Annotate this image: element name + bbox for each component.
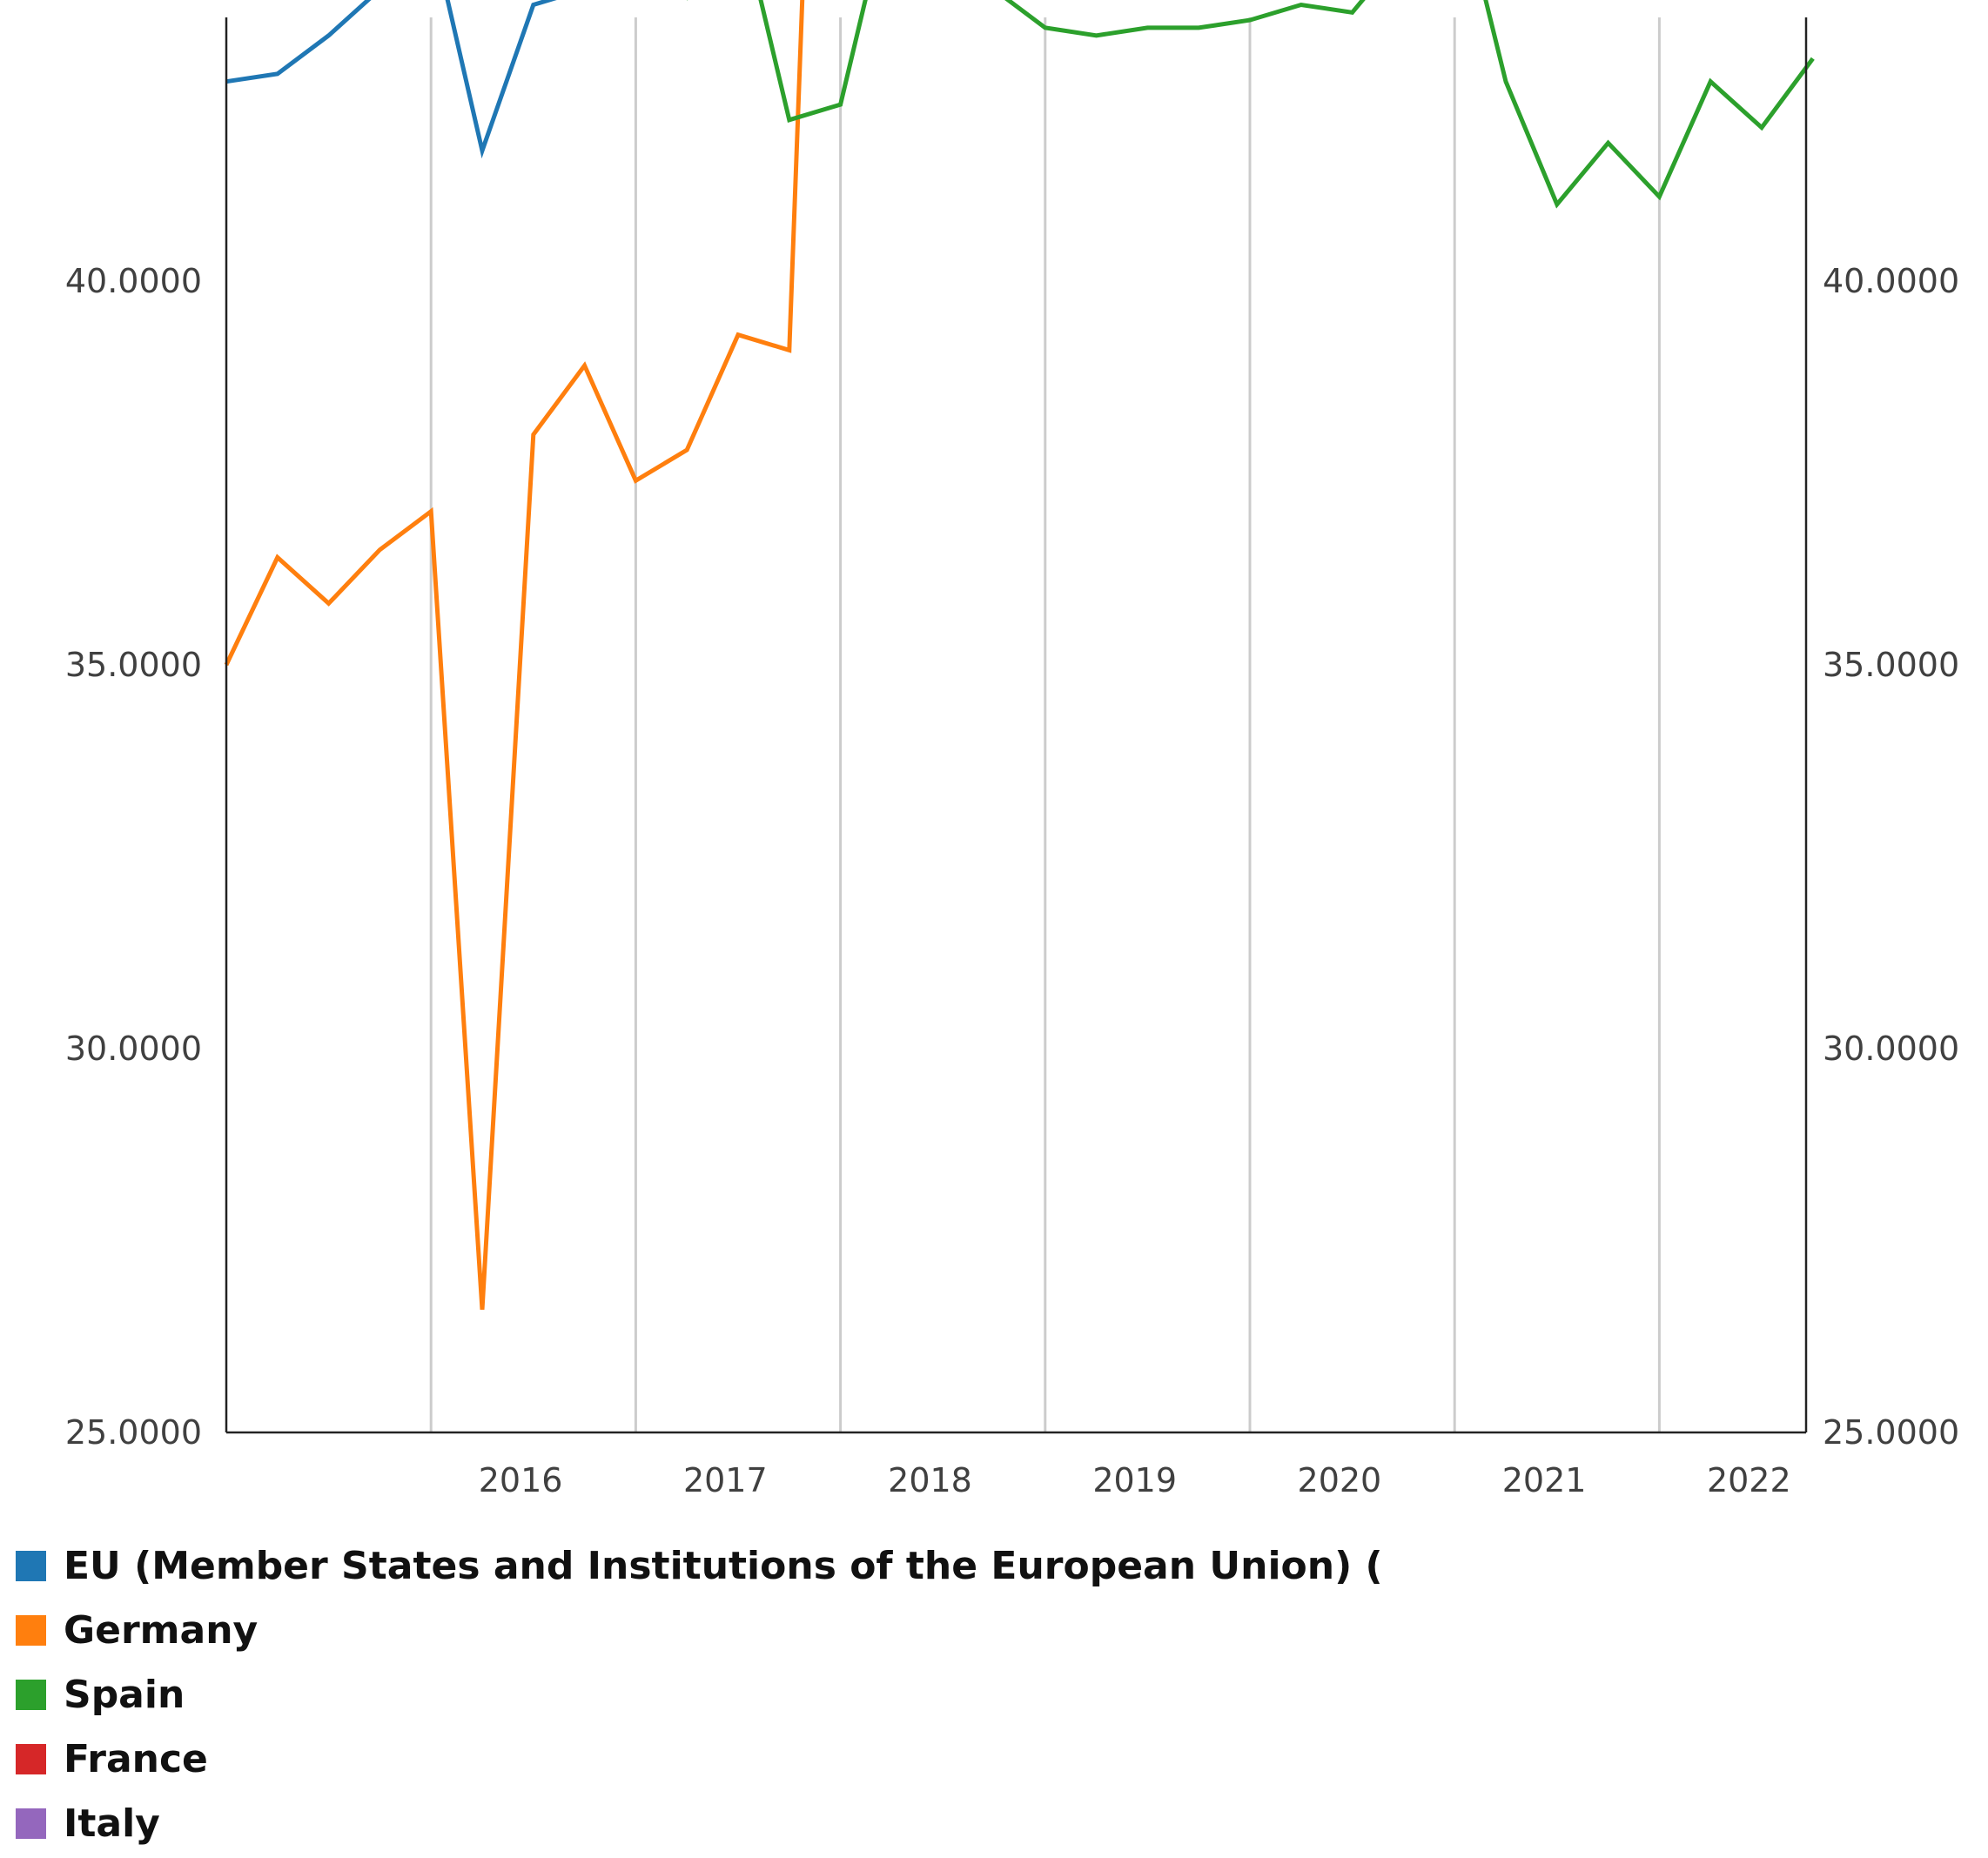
series-line-germany — [224, 0, 805, 1311]
left-y-axis-tick-labels: 25.000030.000035.000040.000045.000050.00… — [65, 262, 202, 1452]
vertical-gridlines — [429, 17, 1661, 1432]
series-lines — [224, 0, 1815, 1311]
y-tick-label-right: 25.0000 — [1823, 1413, 1959, 1452]
x-tick-label: 2017 — [683, 1461, 768, 1499]
legend-swatch — [16, 1550, 46, 1581]
legend-swatch — [16, 1808, 46, 1839]
legend-label: EU (Member States and Institutions of th… — [64, 1543, 1383, 1588]
legend-label: Spain — [64, 1672, 185, 1717]
legend-label: France — [64, 1736, 208, 1781]
right-y-axis-tick-labels: 25.000030.000035.000040.000045.000050.00… — [1823, 262, 1959, 1452]
series-line-eu-member-states-and-institutions-of-the-european-union — [225, 0, 557, 159]
y-tick-label-right: 30.0000 — [1823, 1030, 1959, 1068]
legend-label: Germany — [64, 1607, 259, 1653]
x-tick-label: 2016 — [479, 1461, 563, 1499]
x-tick-label: 2021 — [1502, 1461, 1587, 1499]
x-tick-label: 2019 — [1092, 1461, 1177, 1499]
y-tick-label-right: 35.0000 — [1823, 646, 1959, 684]
legend-item: Spain — [16, 1662, 1426, 1727]
legend-label: Italy — [64, 1801, 160, 1846]
legend-item: Germany — [16, 1598, 1426, 1662]
y-tick-label-left: 35.0000 — [65, 646, 202, 684]
x-tick-label: 2022 — [1707, 1461, 1791, 1499]
series-line-spain — [687, 0, 1815, 209]
legend-swatch — [16, 1614, 46, 1646]
y-tick-label-left: 25.0000 — [65, 1413, 202, 1452]
line-chart: 25.000030.000035.000040.000045.000050.00… — [65, 0, 1959, 1499]
x-axis-tick-labels: 2016 2017 2018 2019 2020 2021 2022 — [479, 1461, 1791, 1499]
legend-item: EU (Member States and Institutions of th… — [16, 1533, 1426, 1598]
legend-swatch — [16, 1743, 46, 1774]
x-tick-label: 2018 — [888, 1461, 972, 1499]
legend-swatch — [16, 1679, 46, 1710]
y-tick-label-left: 30.0000 — [65, 1030, 202, 1068]
y-tick-label-right: 40.0000 — [1823, 262, 1959, 300]
legend-item: Italy — [16, 1791, 1426, 1855]
legend-item: France — [16, 1727, 1426, 1791]
y-tick-label-left: 40.0000 — [65, 262, 202, 300]
axes — [225, 17, 1808, 1434]
x-tick-label: 2020 — [1298, 1461, 1382, 1499]
legend: EU (Member States and Institutions of th… — [16, 1533, 1426, 1855]
